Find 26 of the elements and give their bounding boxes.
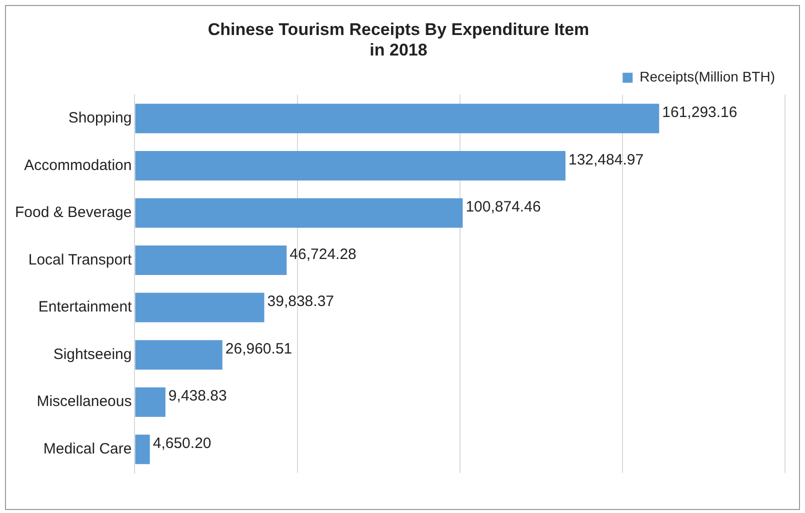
legend-label: Receipts(Million BTH) xyxy=(640,68,775,85)
data-label: 39,838.37 xyxy=(267,293,334,310)
data-label: 26,960.51 xyxy=(225,340,292,358)
y-tick-label: Sightseeing xyxy=(53,346,132,363)
data-label: 4,650.20 xyxy=(152,435,212,452)
bar xyxy=(135,150,566,180)
bar xyxy=(135,292,264,322)
bar xyxy=(135,434,150,464)
y-tick-label: Medical Care xyxy=(43,440,132,458)
bar xyxy=(135,387,166,417)
bar xyxy=(135,198,463,228)
data-label: 132,484.97 xyxy=(568,151,644,168)
data-label: 161,293.16 xyxy=(662,104,738,122)
bar xyxy=(135,104,660,134)
bar xyxy=(135,340,222,370)
data-label: 100,874.46 xyxy=(466,198,541,216)
data-label: 46,724.28 xyxy=(290,246,356,263)
data-label: 9,438.83 xyxy=(168,388,227,405)
y-tick-label: Entertainment xyxy=(38,298,133,316)
y-tick-label: Shopping xyxy=(68,110,132,127)
y-tick-label: Food & Beverage xyxy=(14,204,132,222)
chart-title: Chinese Tourism Receipts By Expenditure Item in 2018 xyxy=(208,20,590,60)
y-tick-label: Accommodation xyxy=(24,156,132,174)
y-tick-label: Local Transport xyxy=(28,251,133,268)
y-tick-label: Miscellaneous xyxy=(36,393,132,410)
bar xyxy=(135,246,287,276)
